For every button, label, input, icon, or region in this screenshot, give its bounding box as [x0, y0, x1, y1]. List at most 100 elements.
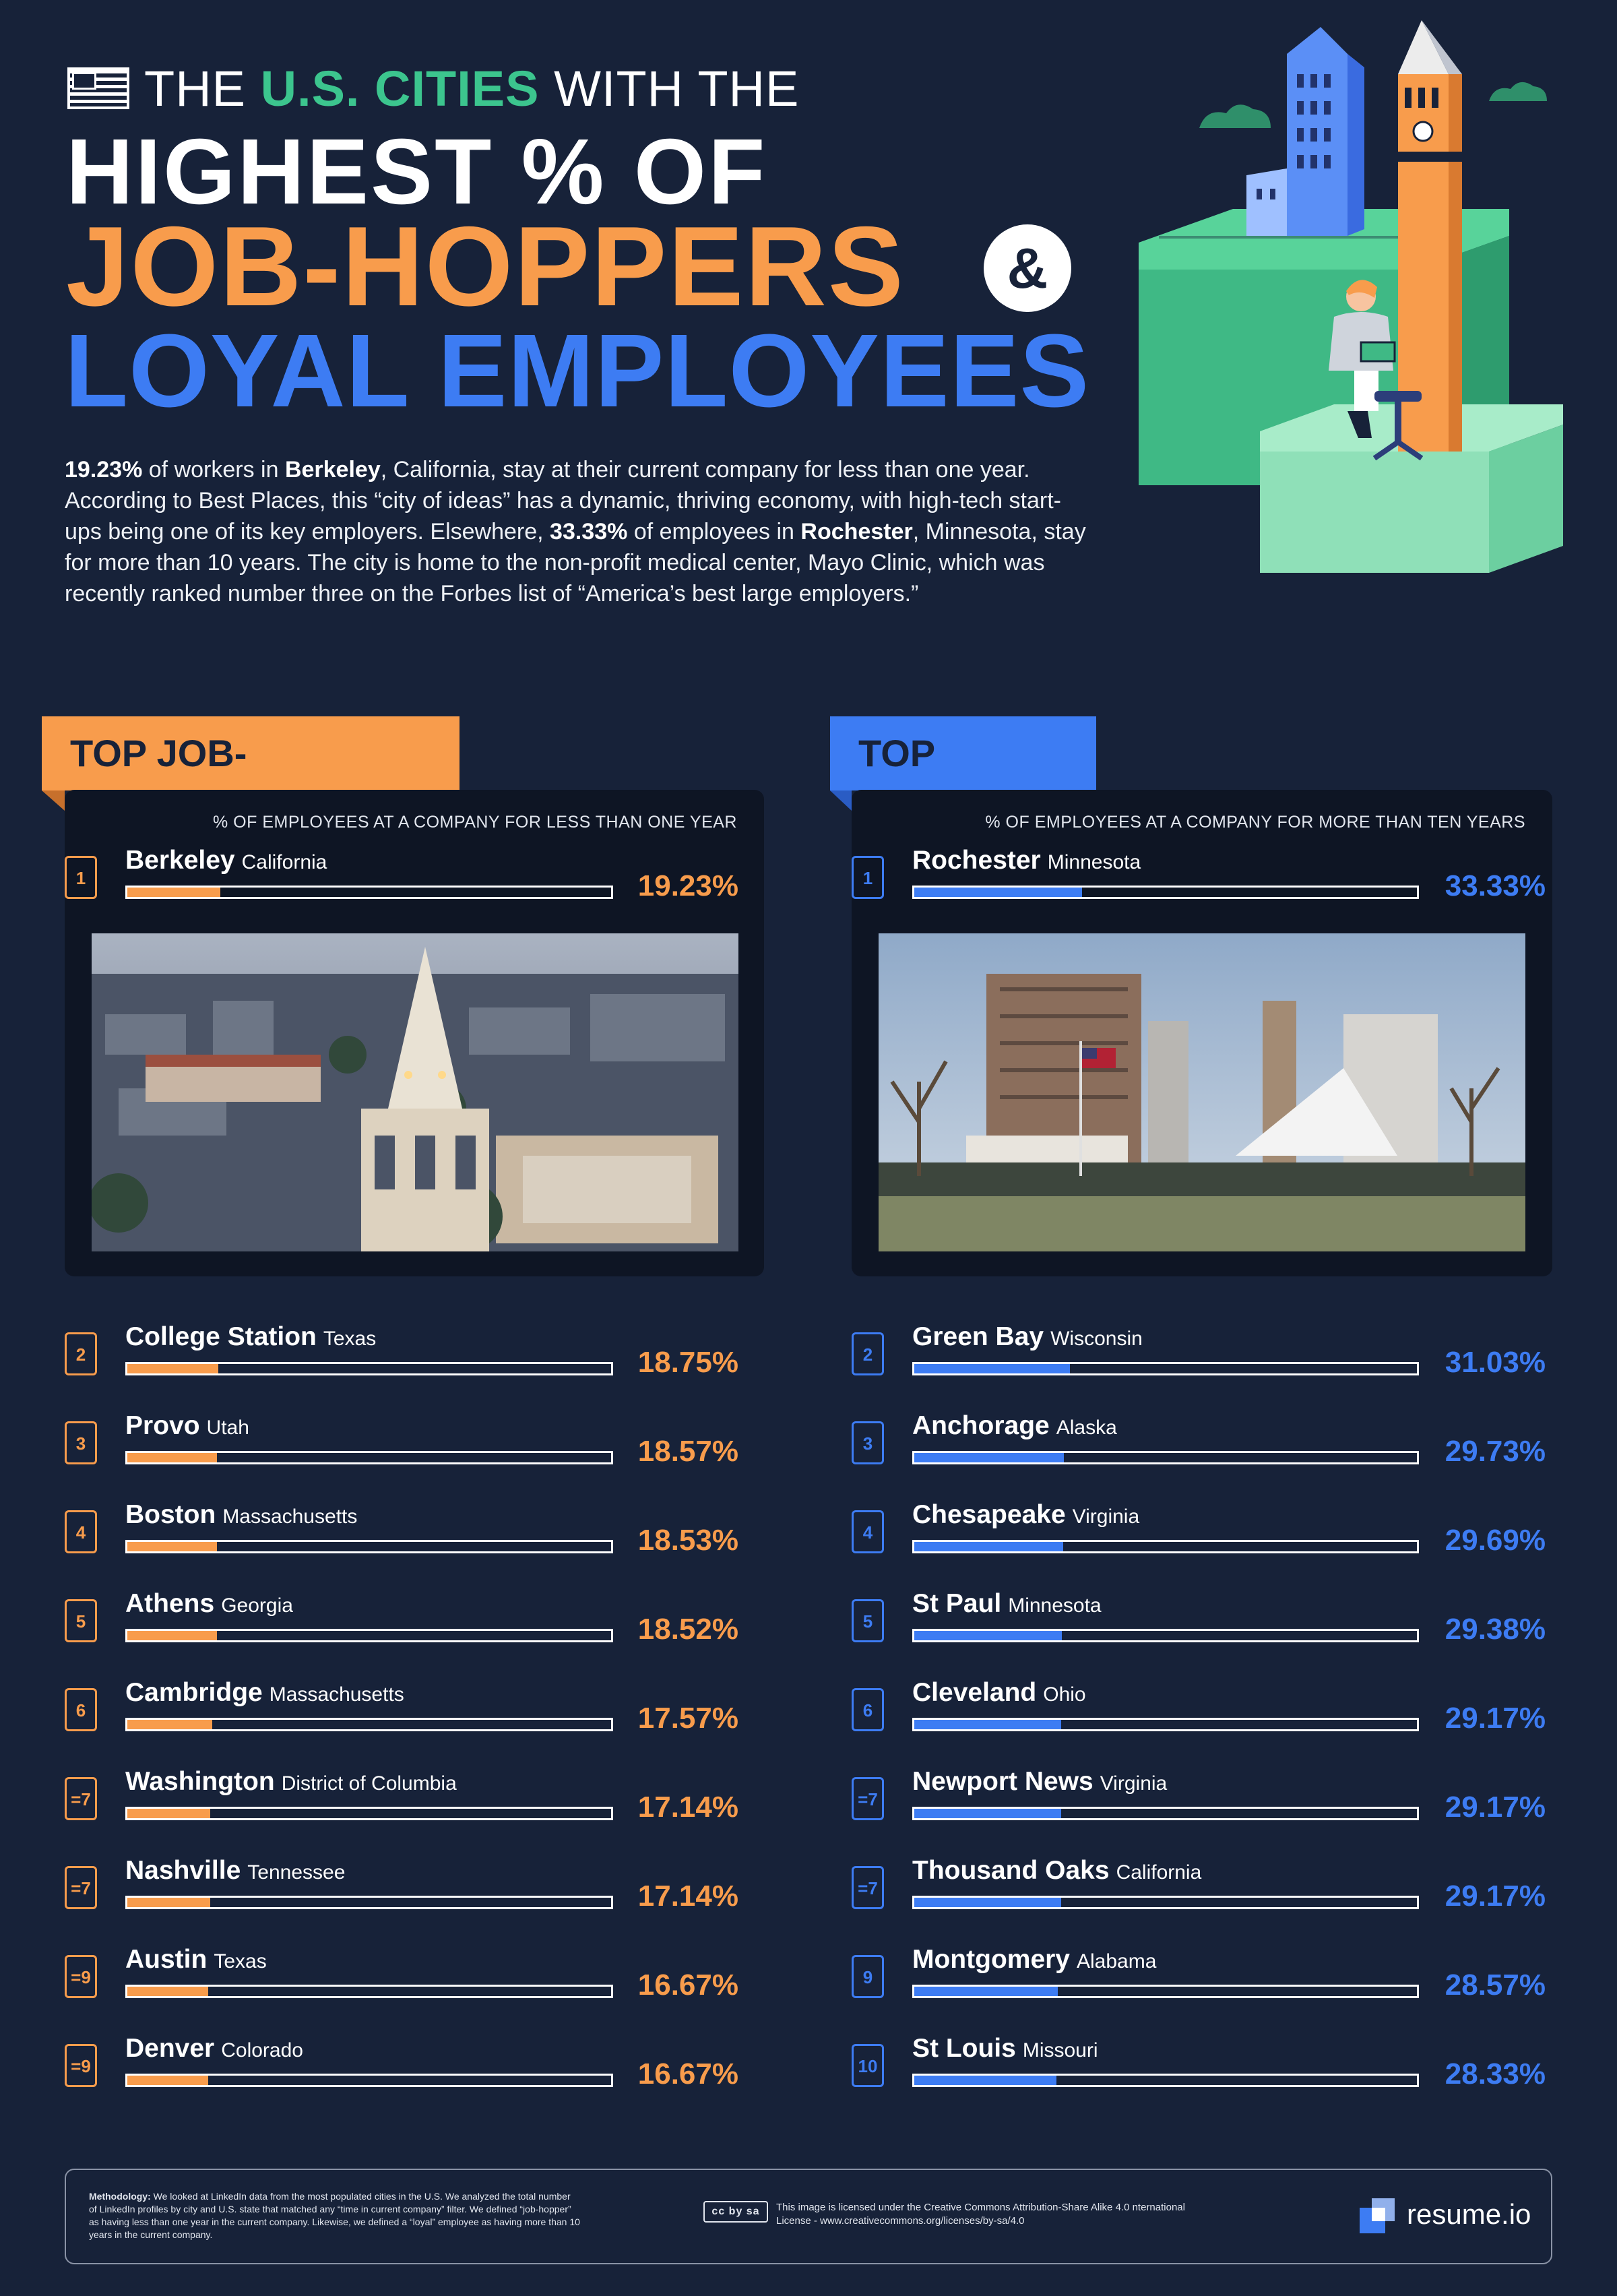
loyal-bar-track: [912, 2074, 1419, 2087]
loyal-bar-track: [912, 1718, 1419, 1731]
loyal-city: Newport News Virginia: [912, 1766, 1167, 1799]
loyal-city: St Louis Missouri: [912, 2033, 1098, 2066]
loyal-state-name: Minnesota: [1047, 851, 1141, 873]
job-hopper-percent-label: 17.57%: [637, 1702, 738, 1735]
job-hopper-percent-label: 18.52%: [637, 1613, 738, 1646]
loyal-city-name: Cleveland: [912, 1678, 1037, 1707]
job-hopper-state-name: District of Columbia: [281, 1772, 457, 1795]
job-hopper-bar-track: [125, 1362, 613, 1375]
job-hopper-rank-badge: 4: [65, 1510, 97, 1553]
loyal-state-name: Missouri: [1022, 2039, 1098, 2061]
loyal-bar-track: [912, 1362, 1419, 1375]
job-hopper-city-name: Nashville: [125, 1856, 241, 1885]
loyal-bar-track: [912, 1629, 1419, 1642]
loyal-state-name: Wisconsin: [1050, 1328, 1143, 1350]
loyal-state-name: Minnesota: [1008, 1594, 1102, 1617]
job-hopper-percent-label: 16.67%: [637, 2057, 738, 2090]
job-hopper-city-name: Athens: [125, 1589, 215, 1618]
resume-io-logo-icon: [1360, 2198, 1395, 2233]
loyal-rank-badge: 5: [852, 1599, 884, 1642]
job-hopper-rank-badge: =7: [65, 1866, 97, 1909]
job-hopper-bar-fill: [127, 2076, 208, 2085]
loyal-rank-badge: 4: [852, 1510, 884, 1553]
job-hopper-state-name: California: [241, 851, 327, 873]
job-hopper-bar-fill: [127, 1987, 208, 1996]
job-hopper-bar-track: [125, 1718, 613, 1731]
job-hopper-city-name: Washington: [125, 1767, 275, 1796]
job-hopper-rank-badge: 6: [65, 1688, 97, 1731]
loyal-bar-track: [912, 1896, 1419, 1909]
loyal-city: Montgomery Alabama: [912, 1944, 1156, 1977]
loyal-bar-track: [912, 1451, 1419, 1464]
loyal-percent-label: 28.57%: [1445, 1968, 1546, 2002]
loyal-percent-label: 33.33%: [1445, 869, 1546, 902]
job-hopper-city: Washington District of Columbia: [125, 1766, 457, 1799]
job-hopper-state-name: Colorado: [221, 2039, 303, 2061]
job-hopper-percent-label: 17.14%: [637, 1880, 738, 1913]
heading-notch-blue: [830, 790, 852, 811]
job-hopper-city-name: Cambridge: [125, 1678, 263, 1707]
loyal-city: Anchorage Alaska: [912, 1410, 1117, 1444]
loyal-bar-fill: [914, 2076, 1057, 2085]
loyal-bar-fill: [914, 888, 1082, 897]
job-hopper-bar-track: [125, 886, 613, 899]
footer-panel: [65, 2169, 1552, 2264]
loyal-rank-badge: =7: [852, 1777, 884, 1820]
loyal-percent-label: 29.17%: [1445, 1791, 1546, 1824]
loyal-percent-label: 29.69%: [1445, 1524, 1546, 1557]
city-illustration: [1139, 20, 1563, 573]
loyal-state-name: Ohio: [1043, 1683, 1086, 1706]
job-hopper-city: Berkeley California: [125, 845, 327, 878]
loyal-city-name: Green Bay: [912, 1322, 1044, 1351]
job-hopper-percent-label: 18.53%: [637, 1524, 738, 1557]
job-hopper-percent-label: 18.75%: [637, 1346, 738, 1379]
job-hopper-rank-badge: 2: [65, 1332, 97, 1375]
loyal-state-name: California: [1116, 1861, 1202, 1884]
job-hopper-city-name: Boston: [125, 1500, 216, 1529]
loyal-caption: % OF EMPLOYEES AT A COMPANY FOR MORE THA…: [985, 813, 1525, 832]
loyal-state-name: Alaska: [1056, 1417, 1117, 1439]
job-hopper-city-name: College Station: [125, 1322, 317, 1351]
loyal-percent-label: 28.33%: [1445, 2057, 1546, 2090]
job-hopper-bar-track: [125, 2074, 613, 2087]
loyal-city-name: Rochester: [912, 846, 1041, 875]
loyal-city-name: St Paul: [912, 1589, 1002, 1618]
berkeley-photo: [92, 933, 738, 1251]
ampersand-badge: &: [984, 224, 1071, 312]
title-line-4: LOYAL EMPLOYEES: [65, 313, 1090, 429]
job-hopper-bar-track: [125, 1451, 613, 1464]
loyal-bar-fill: [914, 1809, 1061, 1818]
job-hopper-state-name: Utah: [206, 1417, 249, 1439]
job-hopper-city: Cambridge Massachusetts: [125, 1677, 404, 1710]
job-hopper-state-name: Tennessee: [247, 1861, 346, 1884]
loyal-city: Chesapeake Virginia: [912, 1499, 1139, 1532]
job-hopper-rank-badge: 3: [65, 1421, 97, 1464]
loyal-bar-fill: [914, 1542, 1064, 1551]
job-hopper-rank-badge: 5: [65, 1599, 97, 1642]
title-line-3: JOB-HOPPERS: [66, 203, 905, 330]
job-hopper-bar-fill: [127, 1898, 211, 1907]
job-hopper-state-name: Massachusetts: [222, 1506, 358, 1528]
loyal-percent-label: 29.17%: [1445, 1702, 1546, 1735]
job-hopper-percent-label: 18.57%: [637, 1435, 738, 1468]
job-hopper-city-name: Austin: [125, 1945, 208, 1974]
rochester-photo: [879, 933, 1525, 1251]
loyal-bar-fill: [914, 1453, 1064, 1462]
job-hopper-state-name: Massachusetts: [269, 1683, 404, 1706]
job-hopper-bar-fill: [127, 1364, 218, 1373]
loyal-city-name: Chesapeake: [912, 1500, 1066, 1529]
job-hopper-rank-badge: 1: [65, 856, 97, 899]
job-hopper-bar-fill: [127, 1453, 218, 1462]
job-hopper-state-name: Texas: [323, 1328, 377, 1350]
loyal-city: Thousand Oaks California: [912, 1855, 1201, 1888]
loyal-city-name: Newport News: [912, 1767, 1093, 1796]
loyal-rank-badge: 1: [852, 856, 884, 899]
job-hopper-city: Boston Massachusetts: [125, 1499, 357, 1532]
loyal-percent-label: 29.38%: [1445, 1613, 1546, 1646]
loyal-rank-badge: =7: [852, 1866, 884, 1909]
loyal-city: Green Bay Wisconsin: [912, 1322, 1143, 1355]
loyal-bar-fill: [914, 1987, 1058, 1996]
loyal-bar-fill: [914, 1364, 1071, 1373]
us-flag-icon: [67, 67, 129, 110]
job-hopper-bar-track: [125, 1540, 613, 1553]
